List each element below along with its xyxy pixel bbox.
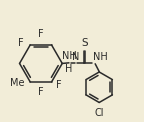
Text: N: N [72,52,80,62]
Text: Cl: Cl [94,108,104,118]
Text: NH: NH [93,52,108,62]
Text: S: S [81,38,88,48]
Text: F: F [38,87,44,97]
Text: Me: Me [10,78,24,88]
Text: NH: NH [62,51,76,61]
Text: F: F [18,38,24,48]
Text: F: F [38,29,44,39]
Text: F: F [56,80,62,90]
Text: H: H [65,64,73,74]
